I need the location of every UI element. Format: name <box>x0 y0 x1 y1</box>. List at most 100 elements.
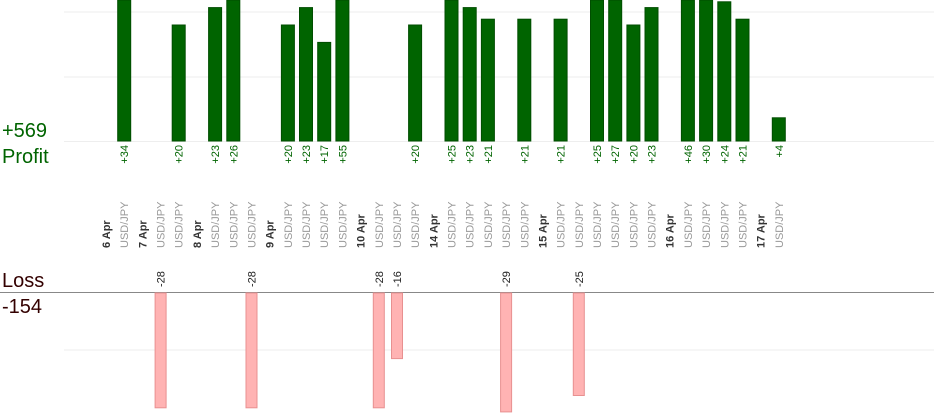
loss-bar <box>154 292 167 409</box>
profit-bar <box>226 0 241 142</box>
profit-bars <box>117 0 786 142</box>
profit-bar <box>735 18 750 142</box>
loss-bar <box>372 292 385 409</box>
instrument-label: USD/JPY <box>283 201 295 248</box>
profit-value-label: +4 <box>774 145 786 158</box>
date-label: 16 Apr <box>665 213 677 248</box>
instrument-label: USD/JPY <box>774 201 786 248</box>
profit-bar <box>717 1 732 142</box>
instrument-label: USD/JPY <box>410 201 422 248</box>
profit-bar <box>280 24 295 142</box>
profit-value-label: +23 <box>647 145 659 164</box>
profit-bar <box>771 117 786 142</box>
instrument-label: USD/JPY <box>174 201 186 248</box>
instrument-label: USD/JPY <box>247 201 259 248</box>
profit-bar <box>208 7 223 142</box>
instrument-label: USD/JPY <box>465 201 477 248</box>
profit-value-label: +46 <box>683 145 695 164</box>
instrument-label: USD/JPY <box>574 201 586 248</box>
instrument-label: USD/JPY <box>337 201 349 248</box>
profit-bar <box>644 7 659 142</box>
profit-value-label: +21 <box>483 145 495 164</box>
loss-bar <box>572 292 585 396</box>
profit-value-label: +20 <box>628 145 640 164</box>
profit-value-label: +20 <box>174 145 186 164</box>
loss-total: -154 <box>2 296 42 318</box>
instrument-label: USD/JPY <box>519 201 531 248</box>
instrument-label: USD/JPY <box>647 201 659 248</box>
profit-value-label: +25 <box>447 145 459 164</box>
instrument-label: USD/JPY <box>392 201 404 248</box>
loss-value-label: -28 <box>374 271 386 287</box>
profit-bar <box>317 41 332 142</box>
instrument-label: USD/JPY <box>119 201 131 248</box>
profit-bar <box>553 18 568 142</box>
profit-bar <box>517 18 532 142</box>
instrument-label: USD/JPY <box>701 201 713 248</box>
profit-bar <box>590 0 604 142</box>
profit-title: Profit <box>2 146 49 168</box>
profit-value-label: +23 <box>301 145 313 164</box>
profit-value-label: +20 <box>283 145 295 164</box>
profit-bar <box>680 0 695 142</box>
loss-value-label: -28 <box>247 271 259 287</box>
loss-value-label: -28 <box>156 271 168 287</box>
profit-value-label: +23 <box>210 145 222 164</box>
profit-value-label: +25 <box>592 145 604 164</box>
date-label: 8 Apr <box>192 220 204 248</box>
loss-bars <box>154 292 585 413</box>
instrument-label: USD/JPY <box>319 201 331 248</box>
instrument-label: USD/JPY <box>719 201 731 248</box>
profit-bar <box>462 7 477 142</box>
profit-bar <box>444 0 459 142</box>
loss-value-label: -29 <box>501 271 513 287</box>
profit-bar <box>480 18 495 142</box>
loss-title: Loss <box>2 270 44 292</box>
date-label: 7 Apr <box>137 220 149 248</box>
instrument-label: USD/JPY <box>592 201 604 248</box>
date-label: 17 Apr <box>756 213 768 248</box>
profit-value-label: +21 <box>556 145 568 164</box>
instrument-label: USD/JPY <box>301 201 313 248</box>
instrument-label: USD/JPY <box>483 201 495 248</box>
profit-bar <box>117 0 132 142</box>
profit-bar <box>626 24 641 142</box>
instrument-label: USD/JPY <box>374 201 386 248</box>
instrument-label: USD/JPY <box>156 201 168 248</box>
loss-bar <box>500 292 513 413</box>
profit-value-label: +23 <box>465 145 477 164</box>
instrument-label: USD/JPY <box>610 201 622 248</box>
profit-value-label: +21 <box>519 145 531 164</box>
instrument-label: USD/JPY <box>501 201 513 248</box>
instrument-label: USD/JPY <box>683 201 695 248</box>
profit-value-label: +21 <box>738 145 750 164</box>
column-labels: 6 Apr USD/JPY +34 7 Apr USD/JPY -28 USD/JPY +20… <box>101 145 786 287</box>
profit-bar <box>299 7 313 142</box>
date-label: 10 Apr <box>356 213 368 248</box>
profit-value-label: +17 <box>319 145 331 164</box>
profit-bar <box>335 0 350 142</box>
profit-value-label: +27 <box>610 145 622 164</box>
date-label: 9 Apr <box>265 220 277 248</box>
profit-value-label: +24 <box>719 145 731 164</box>
profit-value-label: +55 <box>337 145 349 164</box>
instrument-label: USD/JPY <box>447 201 459 248</box>
instrument-label: USD/JPY <box>738 201 750 248</box>
profit-value-label: +26 <box>228 145 240 164</box>
profit-bar <box>408 24 423 142</box>
profit-bar <box>171 24 186 142</box>
date-label: 15 Apr <box>537 213 549 248</box>
profit-total: +569 <box>2 120 47 142</box>
profit-value-label: +20 <box>410 145 422 164</box>
profit-bar <box>608 0 623 142</box>
profit-value-label: +34 <box>119 145 131 164</box>
instrument-label: USD/JPY <box>228 201 240 248</box>
loss-value-label: -16 <box>392 271 404 287</box>
loss-bar <box>245 292 258 409</box>
instrument-label: USD/JPY <box>628 201 640 248</box>
loss-value-label: -25 <box>574 271 586 287</box>
instrument-label: USD/JPY <box>556 201 568 248</box>
loss-bar <box>391 292 403 360</box>
date-label: 6 Apr <box>101 220 113 248</box>
